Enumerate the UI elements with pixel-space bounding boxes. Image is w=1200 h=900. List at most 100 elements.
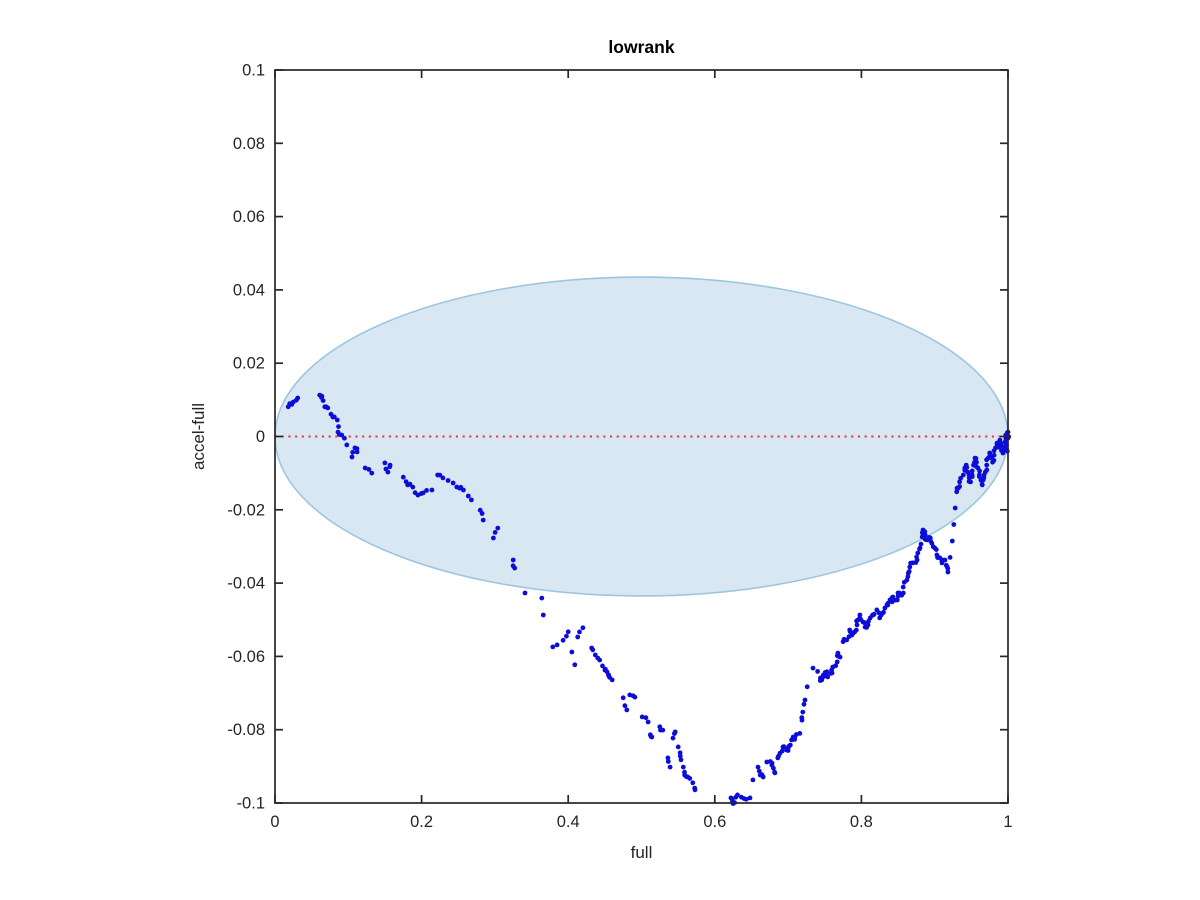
confidence-ellipse [274,276,1009,597]
data-point [550,644,556,650]
data-point [825,674,831,680]
data-point [857,612,863,618]
data-point [624,707,630,713]
data-point [918,541,924,547]
data-point [945,566,951,571]
data-point [660,727,666,733]
data-point [600,663,605,669]
data-point [622,703,628,709]
data-point [801,701,807,707]
data-point [787,742,793,748]
data-point [461,487,466,493]
data-point [336,424,341,429]
y-tick-label: 0.04 [233,281,265,299]
data-point [760,774,766,780]
data-point [569,649,575,655]
data-point [915,550,921,556]
data-point [672,729,678,735]
data-point [949,538,955,544]
data-point [382,460,388,466]
axes-frame [274,69,1009,804]
data-point [580,625,586,631]
data-point [914,554,919,560]
data-point [764,759,770,765]
data-point [1000,450,1006,456]
data-point [349,454,355,460]
x-axis-label: full [631,843,653,862]
data-point [560,637,566,643]
data-point [906,569,912,574]
data-point [564,633,569,639]
data-point [837,654,843,660]
data-point [735,792,740,798]
data-point [905,574,911,580]
data-point [575,634,581,640]
data-point [680,764,686,770]
data-point [350,449,356,455]
data-point [424,488,429,493]
data-point [942,557,948,563]
x-tick-label: 0.8 [850,813,873,831]
data-point [632,694,638,700]
data-point [900,590,906,596]
data-point [969,468,975,474]
y-tick-label: 0 [256,428,265,446]
tick-labels: 0 0.2 0.4 0.6 0.8 1 0.1 0.08 0.06 0.04 0.02 0 -0.02 -… [227,62,1012,832]
data-point [385,469,391,475]
data-point [755,764,761,770]
data-point [495,525,501,531]
y-tick-label: -0.08 [227,721,265,739]
data-point [933,547,939,552]
y-tick-label: -0.02 [227,501,265,519]
y-tick-label: -0.04 [227,575,265,593]
y-tick-label: 0.08 [233,135,265,153]
data-point [945,569,951,575]
data-point [420,490,426,496]
data-point [590,647,596,653]
data-point [362,465,368,471]
data-point [907,564,913,570]
data-point [387,462,393,468]
data-point [957,479,962,485]
data-point [440,475,446,481]
data-point [609,677,615,683]
data-point [747,795,753,801]
data-point [991,452,997,458]
data-point [572,662,578,668]
data-point [639,714,645,720]
data-point [429,487,435,493]
data-point [510,557,516,563]
data-point [539,595,545,601]
x-tick-label: 0 [270,813,279,831]
data-point [802,697,808,703]
data-point [750,777,756,783]
data-point [991,458,997,463]
y-tick-label: -0.1 [237,795,265,813]
data-point [677,753,683,759]
data-point [964,465,970,470]
data-point [325,405,331,411]
data-point [824,669,830,675]
data-point [492,530,498,535]
data-point [976,474,982,479]
data-point [984,462,990,468]
data-point [344,442,350,448]
data-point [792,735,798,741]
data-point [756,768,762,774]
data-point [331,414,337,420]
data-point [779,748,785,754]
x-tick-label: 1 [1003,813,1012,831]
y-tick-label: 0.06 [233,208,265,226]
data-point [917,545,923,551]
data-point [645,719,651,725]
data-point [369,470,375,476]
data-point [834,659,840,665]
data-point [565,629,571,635]
data-point [781,744,787,749]
data-point [799,715,805,720]
data-point [577,629,582,635]
data-point [319,393,325,399]
data-point [366,467,372,472]
data-point [690,780,696,786]
